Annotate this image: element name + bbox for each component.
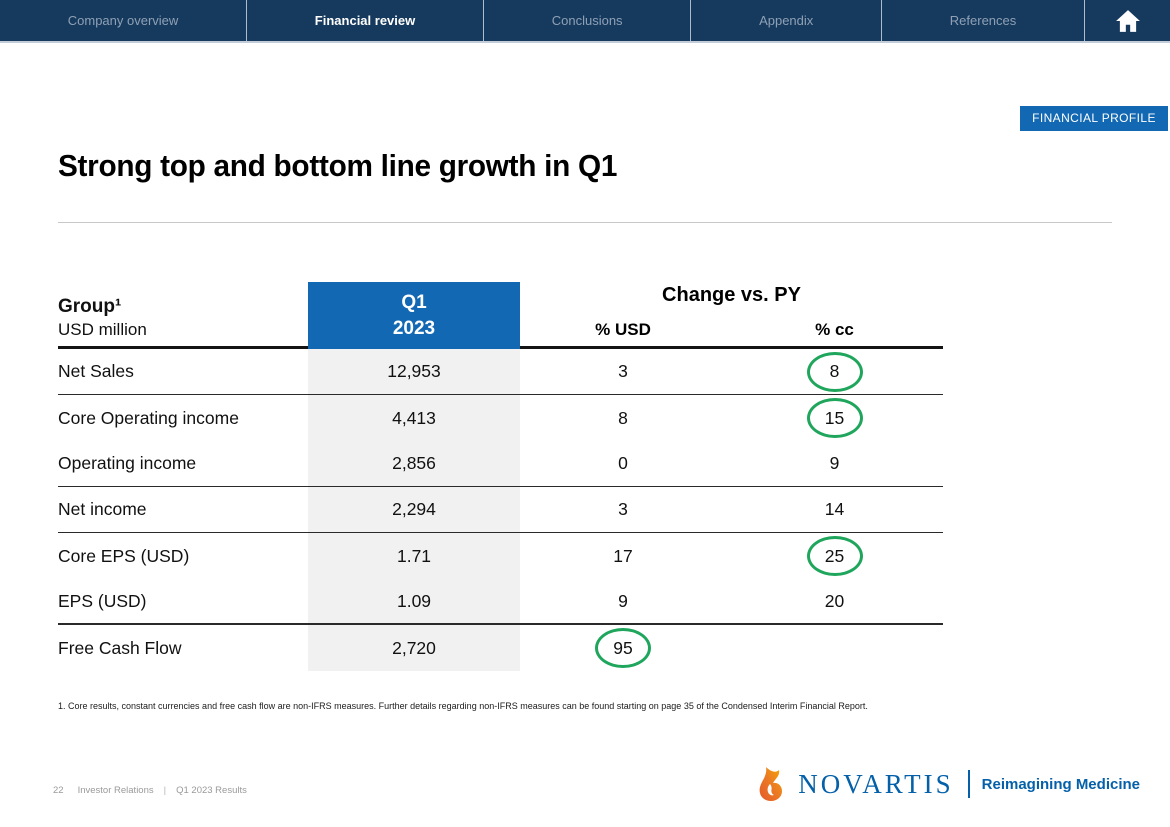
- group-header: Group¹ USD million: [58, 296, 147, 340]
- top-nav: Company overview Financial review Conclu…: [0, 0, 1170, 43]
- cc-change-value: 15: [726, 398, 943, 438]
- cc-value: 14: [824, 499, 845, 519]
- row-label: Operating income: [58, 453, 197, 473]
- tab-company-overview[interactable]: Company overview: [0, 0, 248, 41]
- period-quarter: Q1: [401, 291, 427, 313]
- tab-references[interactable]: References: [882, 0, 1086, 41]
- table-header: Group¹ USD million Q1 2023 Change vs. PY…: [58, 282, 943, 349]
- footer-left: 22 Investor Relations | Q1 2023 Results: [53, 785, 247, 796]
- usd-value: 0: [618, 453, 628, 473]
- tab-conclusions[interactable]: Conclusions: [484, 0, 692, 41]
- usd-value: 9: [618, 590, 628, 611]
- col-header-usd: % USD: [595, 320, 651, 339]
- novartis-tagline: Reimagining Medicine: [981, 775, 1140, 793]
- usd-value: 17: [613, 545, 633, 566]
- highlight-circle: 25: [806, 536, 863, 576]
- q1-value: 2,856: [392, 453, 436, 473]
- page-title: Strong top and bottom line growth in Q1: [58, 148, 618, 183]
- usd-change-value: 8: [520, 408, 726, 429]
- table-row-eps: EPS (USD) 1.09 9 20: [58, 579, 943, 625]
- usd-value: 3: [618, 499, 628, 519]
- change-vs-py-header: Change vs. PY: [662, 284, 801, 306]
- q1-value: 4,413: [392, 407, 436, 428]
- novartis-flame-icon: [759, 767, 783, 801]
- q1-value: 2,294: [392, 499, 436, 519]
- table-row-free-cash-flow: Free Cash Flow 2,720 95: [58, 625, 943, 671]
- tab-appendix[interactable]: Appendix: [691, 0, 883, 41]
- highlight-circle: 95: [595, 628, 651, 668]
- cc-change-value: 8: [726, 351, 943, 392]
- row-label: Free Cash Flow: [58, 637, 182, 658]
- usd-change-value: 17: [520, 546, 726, 567]
- cc-value: 9: [829, 453, 840, 473]
- row-label: Net Sales: [58, 361, 134, 381]
- usd-change-value: 95: [520, 628, 726, 668]
- table-row-net-income: Net income 2,294 3 14: [58, 487, 943, 533]
- usd-value: 3: [618, 361, 628, 381]
- cc-change-value: 9: [726, 453, 943, 474]
- table-body: Net Sales 12,953 3 8 Core Operating inco…: [58, 349, 943, 671]
- q1-value: 2,720: [392, 637, 436, 658]
- title-divider: [58, 222, 1112, 223]
- footnote: 1. Core results, constant currencies and…: [58, 701, 868, 711]
- footer-section: Investor Relations: [77, 785, 154, 796]
- footer-separator: |: [163, 785, 167, 796]
- footer-context: Q1 2023 Results: [176, 785, 247, 796]
- q1-value: 12,953: [387, 361, 441, 381]
- row-label: Core Operating income: [58, 407, 239, 428]
- table-row-operating-income: Operating income 2,856 0 9: [58, 441, 943, 487]
- novartis-logo: NOVARTIS Reimagining Medicine: [756, 766, 1140, 802]
- table-row-core-operating-income: Core Operating income 4,413 8 15: [58, 395, 943, 441]
- group-label: Group¹: [58, 296, 122, 317]
- row-label: Net income: [58, 499, 147, 519]
- row-label: Core EPS (USD): [58, 545, 190, 566]
- novartis-wordmark: NOVARTIS: [798, 768, 954, 799]
- usd-change-value: 9: [520, 591, 726, 612]
- cc-change-value: 14: [726, 499, 943, 520]
- home-icon: [1115, 9, 1140, 32]
- logo-divider: [967, 770, 970, 798]
- q1-column-band: [308, 349, 520, 671]
- usd-change-value: 3: [520, 361, 726, 382]
- q1-value: 1.09: [396, 590, 432, 611]
- tab-home[interactable]: [1085, 0, 1170, 41]
- period-year: 2023: [392, 317, 436, 339]
- period-header: Q1 2023: [308, 282, 520, 349]
- q1-value: 1.71: [396, 545, 432, 566]
- financial-profile-badge: FINANCIAL PROFILE: [1020, 106, 1168, 131]
- highlight-circle: 8: [806, 351, 863, 392]
- table-row-net-sales: Net Sales 12,953 3 8: [58, 349, 943, 395]
- usd-change-value: 0: [520, 453, 726, 474]
- highlight-circle: 15: [806, 398, 863, 438]
- table-row-core-eps: Core EPS (USD) 1.71 17 25: [58, 533, 943, 579]
- cc-value: 20: [824, 590, 845, 611]
- cc-change-value: 25: [726, 536, 943, 576]
- col-header-cc: % cc: [815, 320, 854, 339]
- usd-change-value: 3: [520, 499, 726, 520]
- usd-value: 8: [618, 407, 628, 428]
- cc-change-value: 20: [726, 591, 943, 612]
- row-label: EPS (USD): [58, 590, 147, 611]
- tab-financial-review[interactable]: Financial review: [247, 0, 484, 41]
- page-number: 22: [53, 785, 64, 796]
- unit-label: USD million: [58, 320, 147, 339]
- results-table: Group¹ USD million Q1 2023 Change vs. PY…: [58, 282, 943, 671]
